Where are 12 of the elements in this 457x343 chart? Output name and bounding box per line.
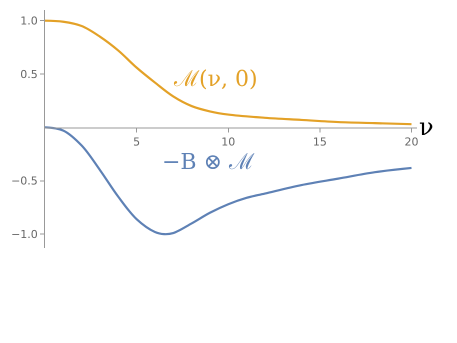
series-label: ℳ(ν, 0) <box>173 67 258 92</box>
x-tick-label: 10 <box>221 136 236 149</box>
x-tick-label: 15 <box>312 136 327 149</box>
y-tick-label: 1.0 <box>20 14 38 28</box>
x-tick-label: 20 <box>404 136 418 149</box>
y-tick-label: −0.5 <box>11 174 38 188</box>
x-tick-label: 5 <box>133 136 140 149</box>
x-axis-title: ν <box>419 113 434 141</box>
series-label: −B ⊗ ℳ <box>162 150 256 175</box>
y-tick-label: 0.5 <box>20 68 38 81</box>
y-tick-label: −1.0 <box>11 228 38 241</box>
line-series <box>45 20 413 126</box>
